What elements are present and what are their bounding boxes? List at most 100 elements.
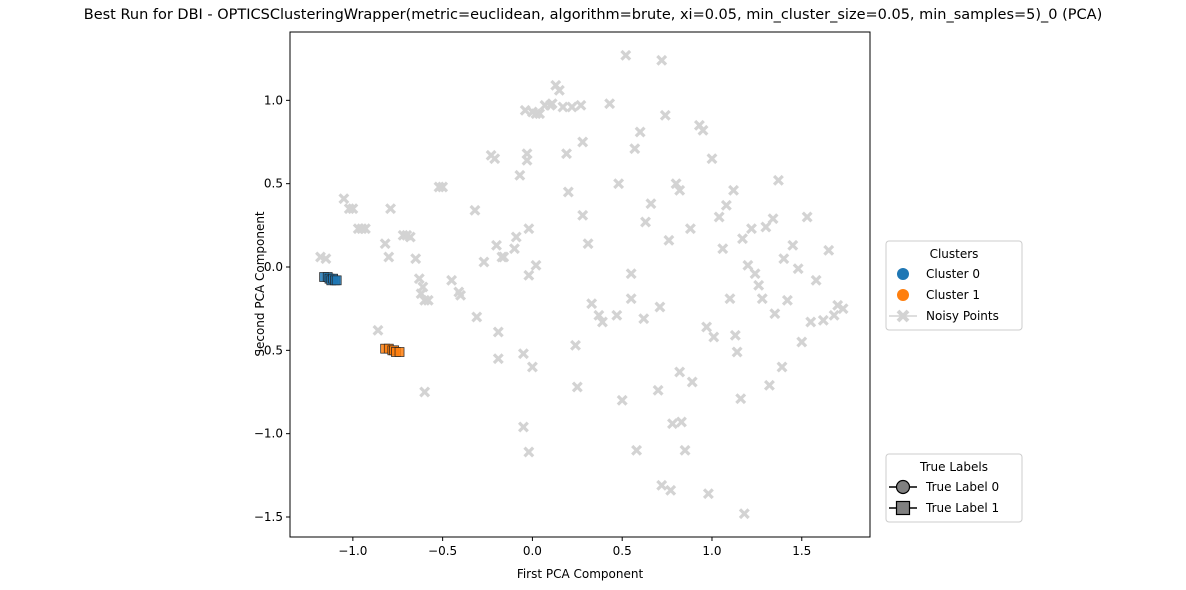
noisy-points-point-stroke-b bbox=[557, 101, 569, 113]
legend-marker bbox=[895, 500, 911, 516]
noisy-points-point bbox=[667, 418, 678, 430]
noisy-points-point-stroke-b bbox=[526, 361, 538, 373]
noisy-points-point-stroke-b bbox=[523, 269, 535, 281]
noisy-points-point bbox=[702, 488, 714, 500]
noisy-points-point bbox=[469, 204, 481, 216]
noisy-points-point bbox=[586, 298, 598, 310]
noisy-points-point-stroke-b bbox=[320, 253, 332, 265]
noisy-points-point bbox=[674, 366, 686, 378]
noisy-points-point-stroke-b bbox=[645, 198, 657, 210]
noisy-points-point-stroke-b bbox=[510, 231, 522, 243]
noisy-points-point bbox=[749, 268, 761, 280]
noisy-points-point bbox=[417, 281, 429, 293]
noisy-points-point-stroke-b bbox=[631, 444, 643, 456]
noisy-points-point-stroke-b bbox=[517, 348, 529, 360]
noisy-points-point bbox=[577, 136, 589, 148]
noisy-points-point-stroke-b bbox=[508, 243, 520, 255]
noisy-points-point-stroke-b bbox=[667, 418, 678, 430]
noisy-points-point bbox=[521, 148, 533, 160]
noisy-points-point bbox=[446, 274, 458, 286]
noisy-points-point bbox=[347, 203, 359, 215]
noisy-points-point-stroke-b bbox=[455, 289, 467, 301]
noisy-points-point bbox=[713, 211, 725, 223]
noisy-points-point bbox=[735, 393, 747, 405]
noisy-points-point bbox=[805, 316, 817, 328]
legend-marker bbox=[895, 479, 911, 495]
noisy-points-point bbox=[746, 223, 757, 235]
noisy-points-point bbox=[422, 294, 434, 306]
noisy-points-point bbox=[778, 253, 790, 265]
noisy-points-point bbox=[571, 381, 583, 393]
noisy-points-point bbox=[717, 243, 729, 255]
noisy-points-point-stroke-b bbox=[596, 316, 608, 328]
cluster-0-point bbox=[331, 275, 342, 286]
noisy-points-point-stroke-b bbox=[778, 253, 790, 265]
noisy-points-point-stroke-b bbox=[359, 223, 371, 235]
noisy-points-point bbox=[659, 109, 671, 121]
noisy-points-point-stroke-b bbox=[575, 99, 587, 111]
noisy-points-point bbox=[738, 508, 750, 520]
noisy-points-point-stroke-b bbox=[728, 184, 739, 196]
legend-marker bbox=[897, 268, 909, 280]
noisy-points-point-stroke-b bbox=[534, 108, 546, 120]
noisy-points-point-stroke-b bbox=[379, 238, 391, 250]
noisy-points-point-stroke-b bbox=[828, 309, 840, 321]
noisy-points-point-stroke-b bbox=[553, 84, 565, 96]
noisy-points-point bbox=[523, 446, 535, 458]
noisy-points-point bbox=[478, 256, 490, 268]
noisy-points-point bbox=[320, 253, 332, 265]
noisy-points-point-stroke-b bbox=[566, 101, 578, 113]
noisy-points-point bbox=[521, 154, 533, 166]
noisy-points-point-stroke-b bbox=[492, 353, 504, 365]
noisy-points-point-stroke-b bbox=[674, 184, 686, 196]
noisy-points-point bbox=[404, 231, 416, 243]
noisy-points-point-stroke-b bbox=[446, 274, 458, 286]
noisy-points-point-stroke-b bbox=[523, 446, 535, 458]
noisy-points-point-stroke-b bbox=[801, 211, 813, 223]
noisy-points-point-stroke-b bbox=[781, 294, 793, 306]
noisy-points-point bbox=[620, 49, 632, 61]
legend-item-noisy-points: Noisy Points bbox=[889, 309, 999, 323]
noisy-points-point-stroke-b bbox=[776, 361, 788, 373]
noisy-points-point bbox=[742, 259, 754, 271]
noisy-points-point-stroke-b bbox=[706, 153, 718, 165]
noisy-points-point-stroke-b bbox=[792, 263, 804, 275]
noisy-points-point-stroke-b bbox=[422, 294, 434, 306]
noisy-points-point bbox=[517, 421, 529, 433]
noisy-points-point bbox=[674, 184, 686, 196]
noisy-points-point bbox=[611, 309, 623, 321]
noisy-points-point bbox=[769, 308, 781, 320]
noisy-points-point-stroke-b bbox=[805, 316, 817, 328]
noisy-points-point bbox=[613, 178, 625, 190]
noisy-points-point bbox=[631, 444, 643, 456]
noisy-points-point bbox=[697, 124, 709, 136]
noisy-points-point-stroke-b bbox=[383, 251, 395, 263]
noisy-points-point bbox=[817, 314, 829, 326]
noisy-points-point bbox=[837, 303, 849, 315]
noisy-points-point bbox=[656, 479, 668, 491]
noisy-points-point-stroke-b bbox=[347, 203, 359, 215]
noisy-points-point-stroke-b bbox=[523, 223, 535, 235]
noisy-points-point-stroke-b bbox=[372, 324, 384, 336]
noisy-points-point-stroke-b bbox=[404, 231, 416, 243]
legend-frame bbox=[885, 453, 1023, 523]
plot-frame bbox=[289, 31, 871, 538]
noisy-points-point-stroke-b bbox=[562, 186, 574, 198]
noisy-points-point bbox=[596, 316, 608, 328]
noisy-points-point-stroke-b bbox=[772, 174, 784, 186]
noisy-points-point-stroke-b bbox=[410, 253, 422, 265]
noisy-points-point bbox=[792, 263, 804, 275]
noisy-points-point-stroke-b bbox=[419, 386, 431, 398]
noisy-points-point-stroke-b bbox=[654, 301, 666, 313]
noisy-points-point-stroke-b bbox=[679, 444, 691, 456]
noisy-points-point-stroke-b bbox=[546, 98, 558, 110]
noisy-points-point bbox=[593, 309, 605, 321]
noisy-points-point bbox=[546, 98, 558, 110]
noisy-points-point bbox=[471, 311, 483, 323]
noisy-points-point bbox=[413, 273, 425, 285]
x-axis-label: First PCA Component bbox=[517, 567, 644, 581]
noisy-points-point-stroke-b bbox=[634, 126, 646, 138]
legend-clusters: Clusters Cluster 0 Cluster 1 Noisy Points bbox=[885, 240, 1023, 331]
legend-item-true-label-1: True Label 1 bbox=[889, 500, 999, 516]
